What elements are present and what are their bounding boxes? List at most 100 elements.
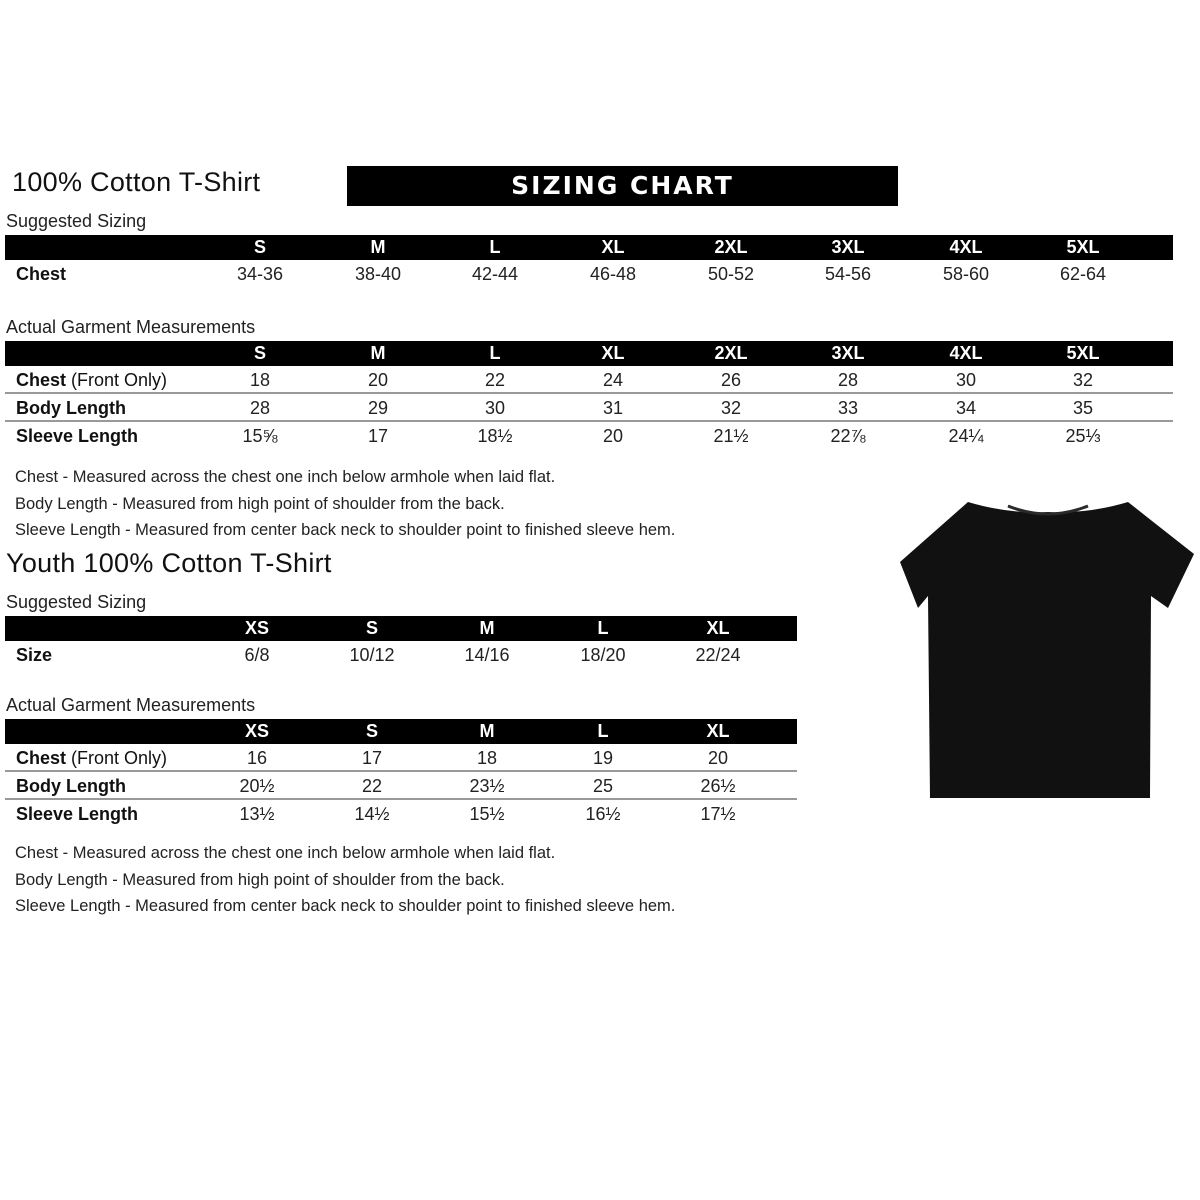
table-row: Chest (Front Only) 16 17 18 19 20 xyxy=(5,744,797,772)
row-label-text: Body Length xyxy=(16,776,126,796)
cell-value: 28 xyxy=(837,370,859,390)
size-header-s: S xyxy=(365,721,379,741)
size-header-3xl: 3XL xyxy=(831,343,865,363)
size-header-l: L xyxy=(489,237,501,257)
row-label-text: Sleeve Length xyxy=(16,804,139,824)
size-header-row: XS S M L XL xyxy=(5,616,797,641)
cell-value: 10/12 xyxy=(349,645,395,665)
size-header-s: S xyxy=(253,343,267,363)
cell-value: 50-52 xyxy=(707,264,755,284)
cell-value: 22/24 xyxy=(695,645,741,665)
cell-value: 22 xyxy=(361,776,383,796)
youth-actual-heading: Actual Garment Measurements xyxy=(6,695,256,715)
row-label-text: Body Length xyxy=(16,398,126,418)
size-header-2xl: 2XL xyxy=(714,237,748,257)
row-label: Chest (Front Only) xyxy=(16,744,167,772)
size-header-4xl: 4XL xyxy=(949,237,983,257)
cell-value: 20 xyxy=(602,426,624,446)
cell-value: 54-56 xyxy=(824,264,872,284)
table-row: Sleeve Length 13½ 14½ 15½ 16½ 17½ xyxy=(5,800,797,828)
cell-value: 25⅓ xyxy=(1065,426,1101,446)
cell-value: 24 xyxy=(602,370,624,390)
cell-value: 17 xyxy=(367,426,389,446)
size-header-3xl: 3XL xyxy=(831,237,865,257)
row-label-text: Sleeve Length xyxy=(16,426,139,446)
measurement-note: Sleeve Length - Measured from center bac… xyxy=(15,897,676,915)
cell-value: 20 xyxy=(707,748,729,768)
youth-actual-table: XS S M L XL Chest (Front Only) 16 17 18 19 20 Body … xyxy=(5,719,797,828)
cell-value: 35 xyxy=(1072,398,1094,418)
table-row: Sleeve Length 15⅝ 17 18½ 20 21½ 22⅞ 24¼ 25⅓ xyxy=(5,422,1173,450)
cell-value: 20 xyxy=(367,370,389,390)
size-header-m: M xyxy=(370,237,386,257)
size-header-4xl: 4XL xyxy=(949,343,983,363)
size-header-m: M xyxy=(370,343,386,363)
cell-value: 19 xyxy=(592,748,614,768)
row-label-note: (Front Only) xyxy=(71,370,168,390)
size-header-m: M xyxy=(479,721,495,741)
size-header-row: XS S M L XL xyxy=(5,719,797,744)
measurement-note: Chest - Measured across the chest one in… xyxy=(15,844,556,862)
cell-value: 15½ xyxy=(469,804,505,824)
tshirt-icon xyxy=(900,502,1194,798)
measurement-note: Sleeve Length - Measured from center bac… xyxy=(15,521,676,539)
measurement-note: Body Length - Measured from high point o… xyxy=(15,494,505,513)
cell-value: 38-40 xyxy=(354,264,402,284)
cell-value: 26½ xyxy=(700,776,736,796)
sizing-chart-banner: SIZING CHART xyxy=(347,166,898,206)
row-label-text: Chest xyxy=(16,264,67,284)
measurement-note: Body Length - Measured from high point o… xyxy=(15,870,505,889)
adult-suggested-table: S M L XL 2XL 3XL 4XL 5XL Chest 34-36 38-40 42-44 46-… xyxy=(5,235,1173,288)
cell-value: 29 xyxy=(367,398,389,418)
table-row: Body Length 20½ 22 23½ 25 26½ xyxy=(5,772,797,800)
cell-value: 18/20 xyxy=(580,645,626,665)
row-label: Size xyxy=(16,641,52,669)
cell-value: 28 xyxy=(249,398,271,418)
size-header-row: S M L XL 2XL 3XL 4XL 5XL xyxy=(5,341,1173,366)
cell-value: 30 xyxy=(955,370,977,390)
size-header-xl: XL xyxy=(601,343,625,363)
measurement-note: Chest - Measured across the chest one in… xyxy=(15,468,556,486)
cell-value: 15⅝ xyxy=(242,426,278,446)
size-header-xl: XL xyxy=(601,237,625,257)
youth-suggested-heading: Suggested Sizing xyxy=(6,592,147,612)
youth-notes: Chest - Measured across the chest one in… xyxy=(15,840,675,920)
row-label-text: Chest xyxy=(16,370,67,390)
cell-value: 14½ xyxy=(354,804,390,824)
cell-value: 17 xyxy=(361,748,383,768)
cell-value: 32 xyxy=(1072,370,1094,390)
cell-value: 20½ xyxy=(239,776,275,796)
cell-value: 32 xyxy=(720,398,742,418)
size-header-xs: XS xyxy=(244,721,270,741)
cell-value: 25 xyxy=(592,776,614,796)
cell-value: 18½ xyxy=(477,426,513,446)
row-label: Sleeve Length xyxy=(16,422,138,450)
cell-value: 34-36 xyxy=(236,264,284,284)
size-header-xl: XL xyxy=(706,618,730,638)
cell-value: 6/8 xyxy=(244,645,270,665)
cell-value: 22 xyxy=(484,370,506,390)
youth-suggested-table: XS S M L XL Size 6/8 10/12 14/16 18/20 22/24 xyxy=(5,616,797,669)
row-label: Sleeve Length xyxy=(16,800,138,828)
cell-value: 31 xyxy=(602,398,624,418)
row-label-text: Chest xyxy=(16,748,67,768)
size-header-xs: XS xyxy=(244,618,270,638)
size-header-5xl: 5XL xyxy=(1066,343,1100,363)
row-label: Chest (Front Only) xyxy=(16,366,167,394)
size-header-l: L xyxy=(597,721,609,741)
size-header-m: M xyxy=(479,618,495,638)
row-label: Body Length xyxy=(16,772,126,800)
cell-value: 17½ xyxy=(700,804,736,824)
youth-title: Youth 100% Cotton T-Shirt xyxy=(6,548,332,578)
cell-value: 62-64 xyxy=(1059,264,1107,284)
table-row: Body Length 28 29 30 31 32 33 34 35 xyxy=(5,394,1173,422)
size-header-row: S M L XL 2XL 3XL 4XL 5XL xyxy=(5,235,1173,260)
table-row: Chest 34-36 38-40 42-44 46-48 50-52 54-56 58-60… xyxy=(5,260,1173,288)
table-row: Size 6/8 10/12 14/16 18/20 22/24 xyxy=(5,641,797,669)
cell-value: 58-60 xyxy=(942,264,990,284)
size-header-xl: XL xyxy=(706,721,730,741)
table-row: Chest (Front Only) 18 20 22 24 26 28 30 32 xyxy=(5,366,1173,394)
cell-value: 23½ xyxy=(469,776,505,796)
cell-value: 16 xyxy=(246,748,268,768)
adult-actual-table: S M L XL 2XL 3XL 4XL 5XL Chest (Front Only) 18 20 2… xyxy=(5,341,1173,450)
